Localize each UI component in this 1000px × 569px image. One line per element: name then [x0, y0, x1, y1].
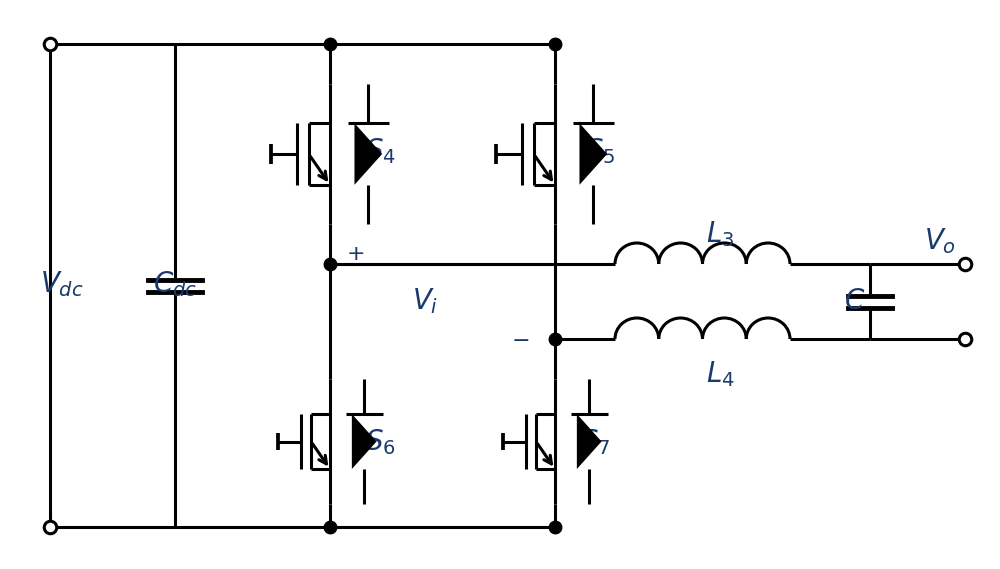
Text: $S_5$: $S_5$ — [585, 136, 615, 166]
Text: $V_o$: $V_o$ — [924, 226, 956, 256]
Text: $-$: $-$ — [511, 329, 529, 349]
Polygon shape — [579, 123, 607, 185]
Text: $L_3$: $L_3$ — [706, 219, 734, 249]
Text: $V_i$: $V_i$ — [412, 286, 438, 316]
Text: $+$: $+$ — [346, 244, 364, 264]
Polygon shape — [577, 414, 602, 469]
Text: $S_4$: $S_4$ — [365, 136, 395, 166]
Text: $S_6$: $S_6$ — [365, 427, 395, 457]
Text: $C_{dc}$: $C_{dc}$ — [153, 269, 197, 299]
Polygon shape — [352, 414, 377, 469]
Text: $V_{dc}$: $V_{dc}$ — [40, 269, 84, 299]
Text: $C$: $C$ — [844, 287, 866, 315]
Polygon shape — [354, 123, 382, 185]
Text: $S_7$: $S_7$ — [580, 427, 610, 457]
Text: $L_4$: $L_4$ — [706, 359, 734, 389]
